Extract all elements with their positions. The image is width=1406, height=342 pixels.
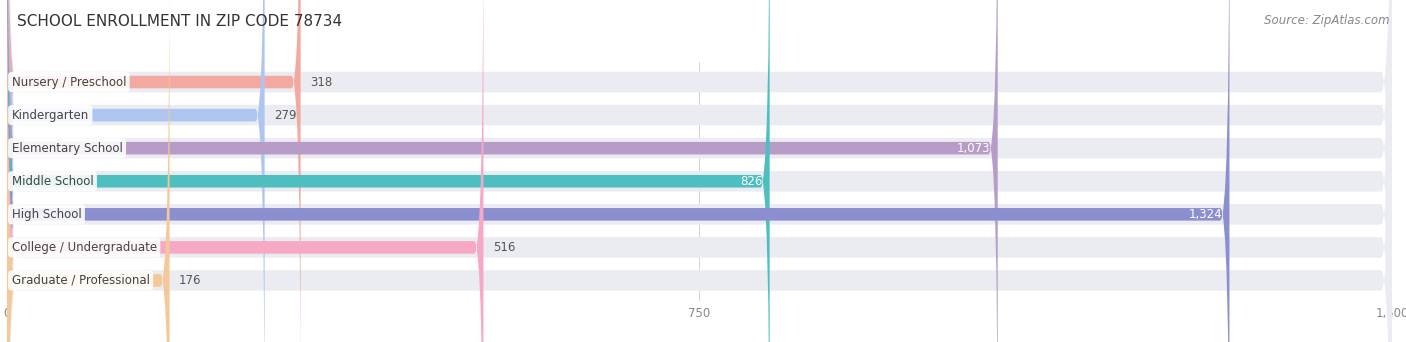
FancyBboxPatch shape — [7, 0, 769, 342]
FancyBboxPatch shape — [7, 0, 301, 342]
FancyBboxPatch shape — [7, 0, 170, 342]
Text: 279: 279 — [274, 109, 297, 122]
Text: Graduate / Professional: Graduate / Professional — [11, 274, 149, 287]
Text: 516: 516 — [492, 241, 515, 254]
FancyBboxPatch shape — [7, 0, 998, 342]
Text: 1,324: 1,324 — [1188, 208, 1222, 221]
FancyBboxPatch shape — [7, 0, 1392, 342]
Text: Elementary School: Elementary School — [11, 142, 122, 155]
Text: Kindergarten: Kindergarten — [11, 109, 89, 122]
Text: High School: High School — [11, 208, 82, 221]
FancyBboxPatch shape — [7, 0, 1392, 342]
FancyBboxPatch shape — [7, 0, 264, 342]
FancyBboxPatch shape — [7, 0, 484, 342]
Text: Nursery / Preschool: Nursery / Preschool — [11, 76, 127, 89]
FancyBboxPatch shape — [7, 0, 1392, 342]
Text: 176: 176 — [179, 274, 201, 287]
Text: Middle School: Middle School — [11, 175, 93, 188]
FancyBboxPatch shape — [7, 0, 1392, 342]
FancyBboxPatch shape — [7, 0, 1392, 342]
Text: Source: ZipAtlas.com: Source: ZipAtlas.com — [1264, 14, 1389, 27]
Text: 318: 318 — [309, 76, 332, 89]
Text: College / Undergraduate: College / Undergraduate — [11, 241, 157, 254]
Text: 826: 826 — [740, 175, 762, 188]
Text: 1,073: 1,073 — [957, 142, 990, 155]
FancyBboxPatch shape — [7, 0, 1392, 342]
FancyBboxPatch shape — [7, 0, 1229, 342]
FancyBboxPatch shape — [7, 0, 1392, 342]
Text: SCHOOL ENROLLMENT IN ZIP CODE 78734: SCHOOL ENROLLMENT IN ZIP CODE 78734 — [17, 14, 342, 29]
